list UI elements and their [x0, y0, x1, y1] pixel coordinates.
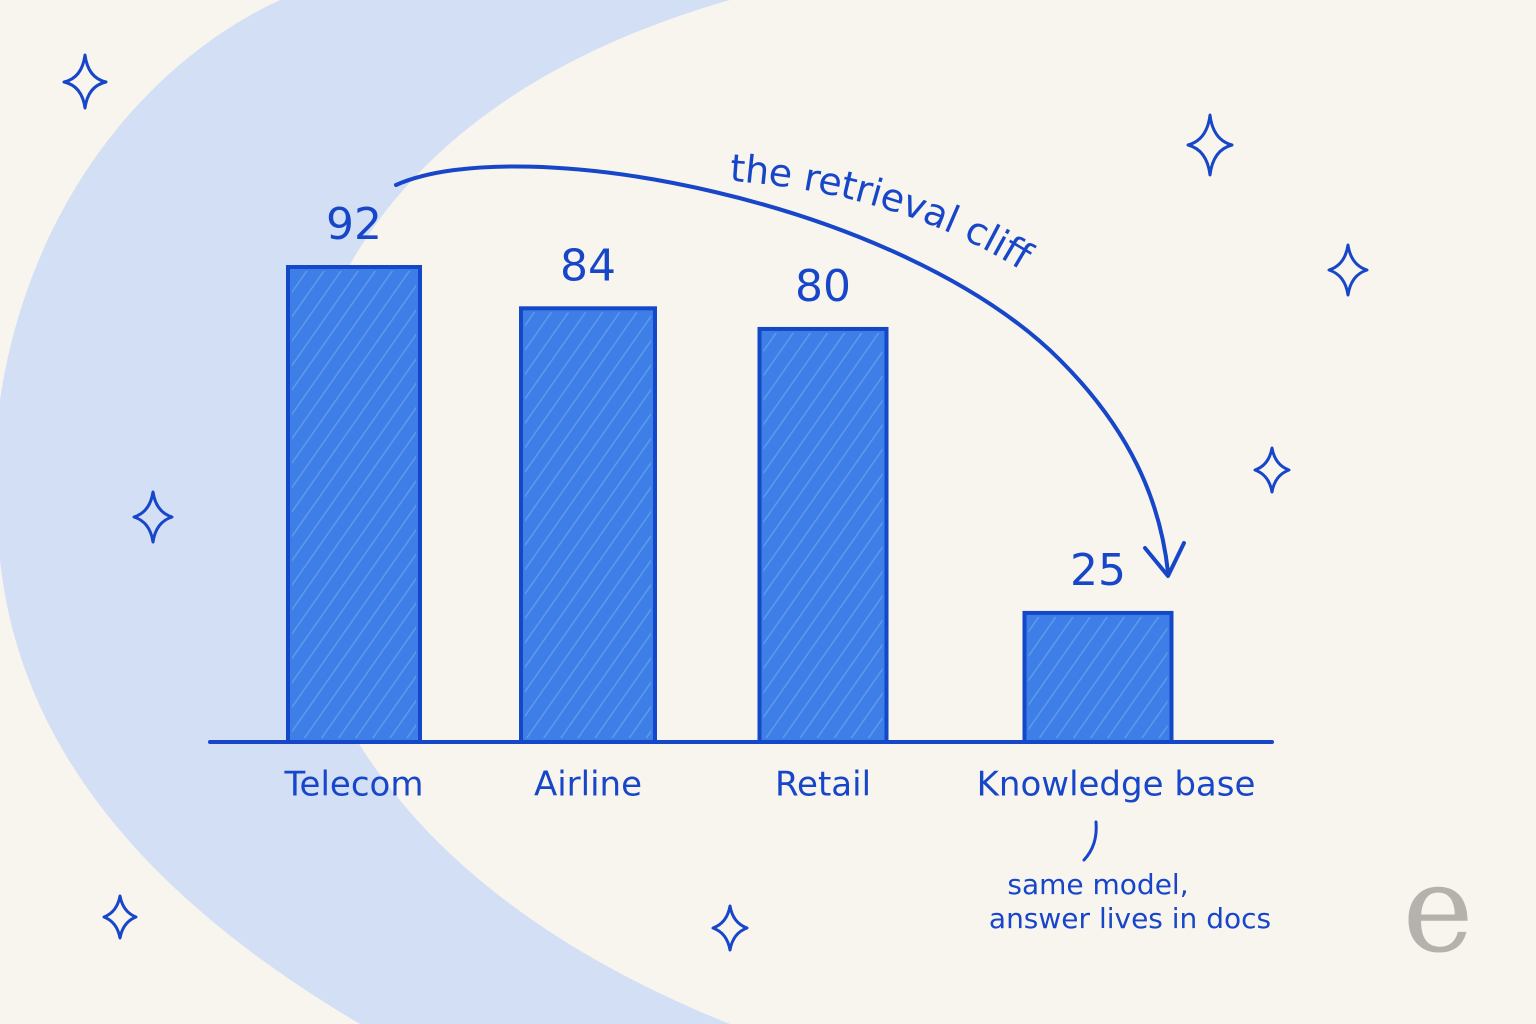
sparkle	[711, 904, 749, 952]
value-label: 92	[326, 199, 382, 250]
bar-hatch	[1028, 616, 1168, 738]
sparkle	[62, 53, 108, 110]
crescent	[0, 0, 730, 1024]
x-tick-label: Airline	[534, 765, 642, 805]
value-label: 80	[795, 261, 851, 312]
note-pointer	[1082, 820, 1098, 862]
bar-hatch	[763, 332, 883, 738]
arrow-head	[1143, 541, 1186, 578]
sparkle	[1186, 113, 1234, 177]
annotation-line: same model,	[1007, 868, 1188, 901]
x-tick-label: Telecom	[284, 765, 424, 805]
annotation-line: answer lives in docs	[989, 902, 1271, 935]
bar-hatch	[292, 271, 416, 738]
value-label: 84	[560, 240, 616, 291]
value-label: 25	[1070, 545, 1126, 596]
sparkle	[132, 490, 174, 544]
sparkles	[62, 53, 1369, 952]
bar-hatch	[525, 312, 651, 738]
logo: e	[1402, 841, 1473, 980]
sparkle	[102, 894, 138, 940]
sparkle	[1327, 243, 1369, 297]
sparkle	[1253, 446, 1291, 494]
x-tick-label: Knowledge base	[977, 765, 1256, 805]
arrow	[394, 164, 1170, 574]
x-tick-label: Retail	[775, 765, 871, 805]
